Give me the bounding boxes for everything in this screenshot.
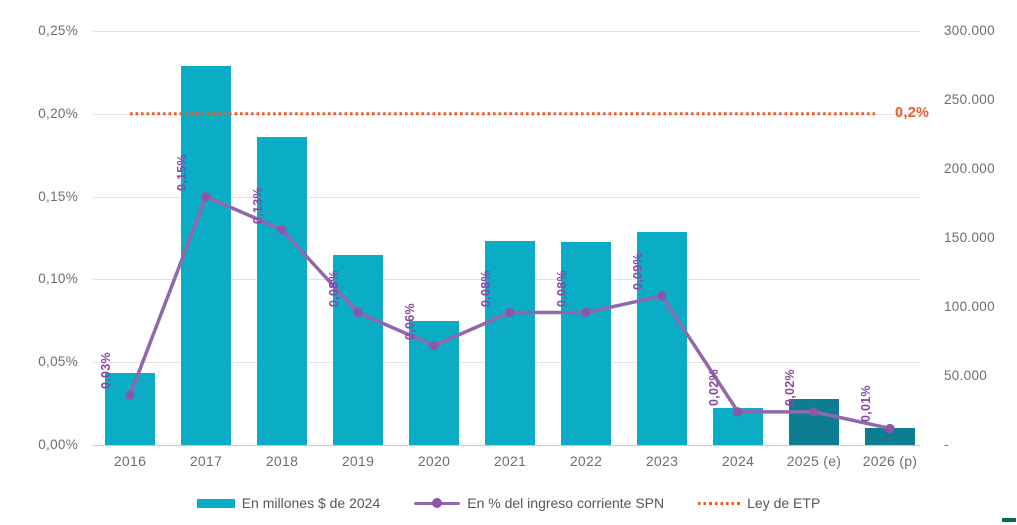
- legend-item: En % del ingreso corriente SPN: [414, 495, 664, 511]
- x-axis-line: [93, 445, 920, 446]
- line-point-label: 0,08%: [555, 269, 569, 307]
- gridline: [93, 31, 920, 32]
- y-left-tick-label: 0,15%: [38, 188, 78, 204]
- legend-marker-dot-icon: [432, 498, 443, 508]
- bar: [789, 399, 839, 445]
- y-right-tick-label: 100.000: [944, 299, 995, 314]
- line-point-label: 0,08%: [479, 269, 493, 307]
- y-right-tick-label: 200.000: [944, 161, 995, 176]
- legend-label: Ley de ETP: [747, 495, 821, 511]
- x-axis-label: 2021: [493, 453, 527, 469]
- x-axis-label: 2017: [189, 453, 223, 469]
- legend: En millones $ de 2024 En % del ingreso co…: [0, 487, 1017, 519]
- y-right-tick-label: -: [944, 437, 949, 452]
- legend-label: En % del ingreso corriente SPN: [467, 495, 665, 511]
- x-axis-label: 2022: [569, 453, 603, 469]
- bar: [181, 65, 231, 445]
- y-left-tick-label: 0,00%: [38, 437, 78, 452]
- y-right-tick-label: 300.000: [944, 23, 995, 38]
- line-point-label: 0,03%: [99, 352, 113, 390]
- y-left-tick-label: 0,10%: [38, 271, 78, 287]
- legend-item: Ley de ETP: [698, 495, 820, 511]
- line-point-label: 0,13%: [251, 186, 265, 224]
- line-point-label: 0,15%: [175, 153, 189, 191]
- legend-line-marker-icon: [414, 498, 461, 509]
- x-axis-label: 2026 (p): [862, 453, 918, 469]
- legend-item: En millones $ de 2024: [196, 495, 381, 511]
- line-point-label: 0,02%: [707, 368, 721, 406]
- y-left-tick-label: 0,05%: [38, 354, 78, 370]
- corner-mark: [1002, 518, 1016, 522]
- legend-bar-swatch-icon: [196, 498, 235, 508]
- line-point-label: 0,09%: [631, 253, 645, 290]
- line-point-label: 0,02%: [783, 368, 797, 406]
- line-point-label: 0,08%: [327, 269, 341, 307]
- bar: [865, 428, 915, 445]
- y-right-tick-label: 50.000: [944, 368, 988, 383]
- legend-dotted-line-icon: [698, 501, 741, 505]
- x-axis-label: 2025 (e): [786, 453, 842, 469]
- x-axis-label: 2024: [721, 453, 755, 469]
- line-point-label: 0,06%: [403, 302, 417, 340]
- y-left-tick-label: 0,25%: [38, 23, 78, 38]
- y-left-tick-label: 0,20%: [38, 105, 78, 121]
- x-axis-label: 2016: [113, 453, 147, 469]
- reference-line-label: 0,2%: [895, 104, 930, 121]
- x-axis-label: 2019: [341, 453, 375, 469]
- bar: [713, 407, 763, 445]
- x-axis-label: 2018: [265, 453, 299, 469]
- y-right-tick-label: 150.000: [944, 230, 995, 245]
- bar: [257, 137, 307, 445]
- legend-label: En millones $ de 2024: [241, 495, 381, 511]
- x-axis-label: 2020: [417, 453, 451, 469]
- x-axis-label: 2023: [645, 453, 679, 469]
- y-right-tick-label: 250.000: [944, 92, 995, 107]
- line-point-label: 0,01%: [859, 385, 873, 423]
